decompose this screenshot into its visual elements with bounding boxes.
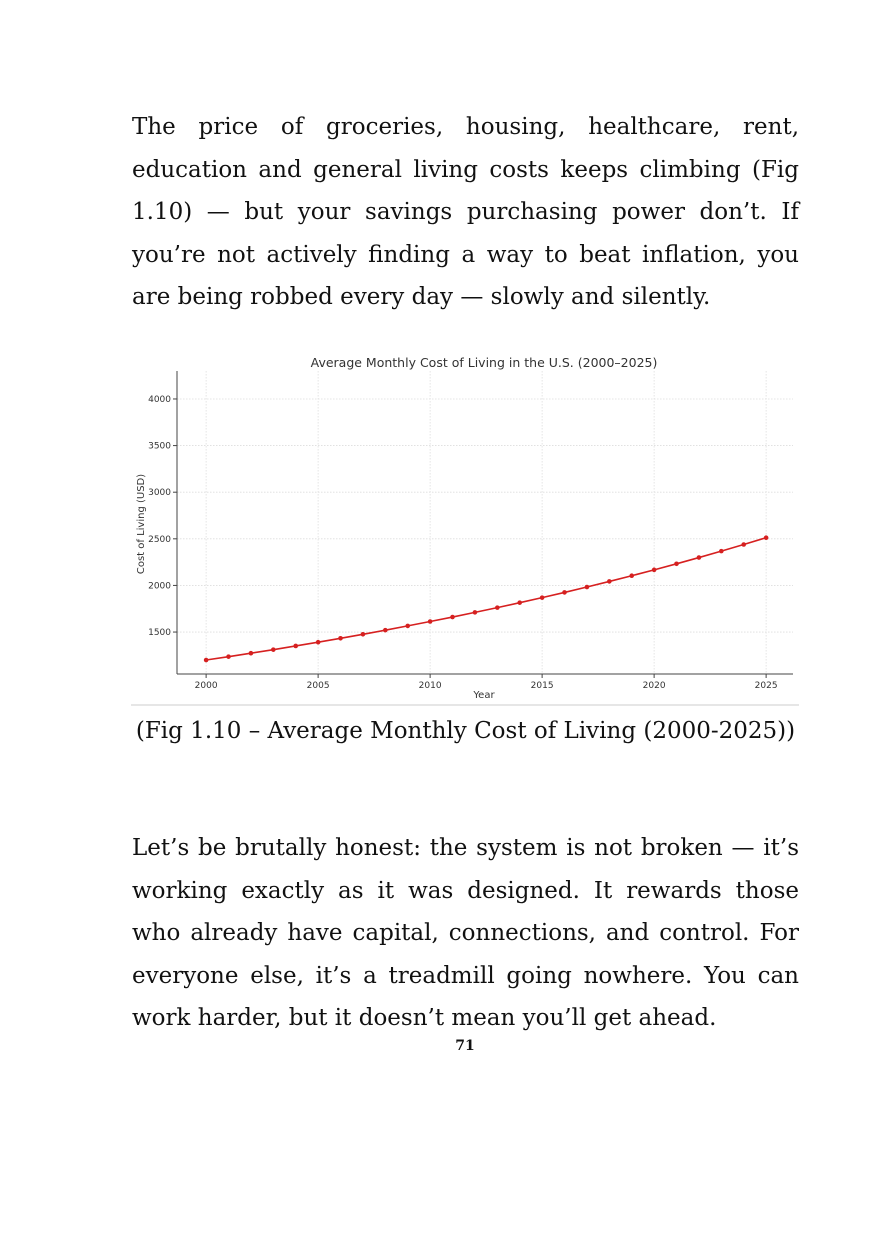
- chart-grid: [177, 371, 793, 674]
- data-point: [248, 650, 254, 656]
- chart-title: Average Monthly Cost of Living in the U.…: [311, 355, 658, 370]
- y-tick-label: 4000: [148, 395, 171, 405]
- data-point: [271, 647, 276, 652]
- data-point: [562, 590, 567, 595]
- data-point: [539, 595, 545, 600]
- data-point: [293, 643, 299, 649]
- x-tick-label: 2005: [307, 681, 330, 691]
- data-point: [495, 605, 500, 610]
- chart-ticks: 2000 2005 2010 2015 2020 2025 1500 2000 2500 3000…: [148, 395, 777, 691]
- y-tick-label: 3000: [148, 488, 171, 498]
- data-point: [674, 561, 679, 567]
- y-tick-label: 2500: [148, 535, 171, 545]
- x-tick-label: 2020: [643, 681, 666, 691]
- y-tick-label: 1500: [148, 628, 171, 638]
- y-tick-label: 2000: [148, 581, 171, 591]
- data-point: [360, 631, 366, 637]
- data-point: [763, 535, 769, 540]
- chart-axes: [176, 371, 793, 675]
- chart-series: [203, 535, 769, 663]
- data-point: [517, 600, 523, 605]
- cost-of-living-chart: Average Monthly Cost of Living in the U.…: [131, 355, 799, 706]
- data-point: [203, 657, 209, 663]
- data-point: [226, 654, 231, 659]
- x-tick-label: 2015: [531, 681, 554, 691]
- data-point: [607, 579, 612, 584]
- intro-paragraph: The price of groceries, housing, healthc…: [132, 114, 799, 310]
- data-point: [719, 548, 724, 554]
- y-tick-label: 3500: [148, 442, 171, 452]
- data-point: [338, 635, 343, 641]
- page-number: 71: [455, 1038, 475, 1054]
- data-point: [696, 555, 702, 560]
- data-point: [315, 639, 321, 645]
- cost-of-living-figure: Average Monthly Cost of Living in the U.…: [131, 348, 799, 708]
- data-point: [741, 542, 747, 547]
- x-axis-label: Year: [472, 690, 495, 701]
- x-tick-label: 2010: [419, 681, 442, 691]
- data-point: [584, 584, 590, 590]
- data-point: [383, 627, 388, 633]
- figure-caption: (Fig 1.10 – Average Monthly Cost of Livi…: [135, 718, 796, 744]
- data-point: [427, 619, 433, 624]
- series-line: [206, 536, 767, 661]
- data-point: [472, 610, 478, 615]
- data-point: [629, 573, 635, 579]
- data-point: [651, 567, 657, 573]
- data-point: [405, 623, 411, 629]
- data-point: [450, 614, 455, 620]
- honest-paragraph: Let’s be brutally honest: the system is …: [132, 835, 799, 1031]
- x-tick-label: 2025: [755, 681, 778, 691]
- x-tick-label: 2000: [195, 681, 218, 691]
- y-axis-label: Cost of Living (USD): [136, 474, 147, 574]
